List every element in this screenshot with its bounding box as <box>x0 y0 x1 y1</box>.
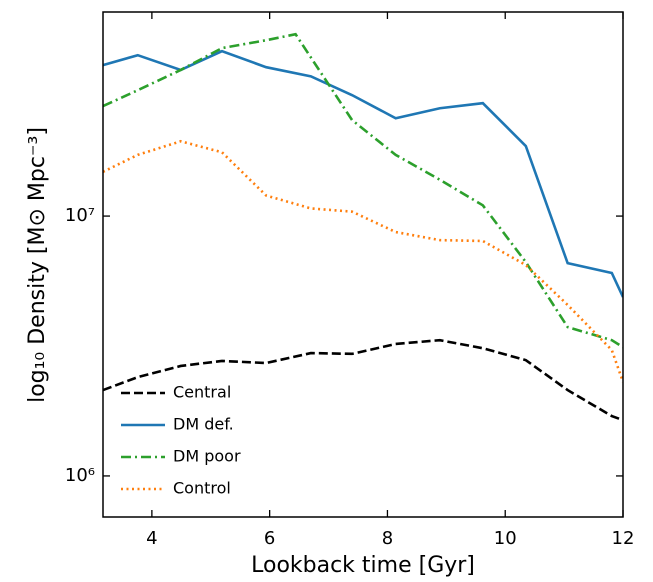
x-tick-label: 10 <box>494 528 517 549</box>
series-line <box>103 32 623 349</box>
x-tick-label: 4 <box>146 528 157 549</box>
legend-label: DM poor <box>173 447 241 466</box>
legend-label: Control <box>173 479 231 498</box>
plot-lines <box>103 32 623 422</box>
series-line <box>103 338 623 422</box>
series-line <box>103 139 623 383</box>
y-tick-label: 10⁶ <box>65 465 95 486</box>
legend-label: Central <box>173 383 231 402</box>
x-tick-label: 12 <box>612 528 635 549</box>
y-tick-label: 10⁷ <box>65 205 95 226</box>
series-line <box>103 49 623 298</box>
x-tick-label: 6 <box>264 528 275 549</box>
plot-frame <box>102 11 624 518</box>
x-axis-label: Lookback time [Gyr] <box>251 553 475 578</box>
x-tick-label: 8 <box>382 528 393 549</box>
legend-label: DM def. <box>173 415 234 434</box>
y-axis-label: log₁₀ Density [M⊙ Mpc⁻³] <box>25 127 50 403</box>
